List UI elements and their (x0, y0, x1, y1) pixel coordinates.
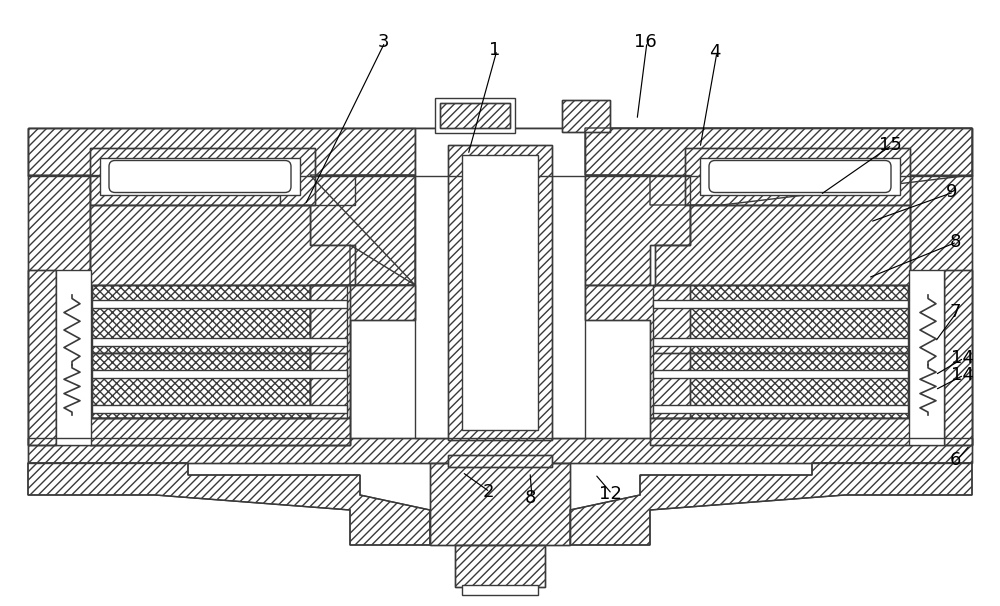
Bar (685, 148, 910, 205)
Bar (92, 338, 347, 346)
Bar (653, 370, 908, 378)
Bar (430, 463, 570, 545)
Bar (448, 145, 552, 440)
Bar (28, 128, 972, 176)
Text: 14: 14 (951, 349, 973, 367)
Text: 7: 7 (949, 303, 961, 321)
Polygon shape (310, 175, 415, 285)
Bar (462, 155, 538, 430)
Bar (909, 270, 944, 445)
Bar (92, 353, 347, 418)
Text: 4: 4 (709, 43, 721, 61)
Bar (944, 270, 972, 445)
Bar (92, 285, 347, 353)
Bar (430, 463, 570, 545)
Polygon shape (570, 463, 972, 545)
Bar (440, 103, 510, 128)
Bar (92, 353, 347, 418)
Bar (28, 438, 972, 463)
Bar (90, 148, 315, 205)
Text: 14: 14 (951, 366, 973, 384)
Bar (92, 370, 347, 378)
Text: 9: 9 (946, 183, 958, 201)
Text: 3: 3 (377, 33, 389, 51)
Bar (28, 270, 56, 445)
Bar (56, 270, 91, 445)
Text: 6: 6 (949, 451, 961, 469)
Bar (653, 300, 908, 308)
Polygon shape (585, 128, 972, 205)
Polygon shape (28, 128, 415, 205)
Bar (944, 270, 972, 445)
Bar (700, 158, 900, 195)
Bar (653, 285, 908, 353)
Bar (92, 405, 347, 413)
Bar (455, 545, 545, 587)
Polygon shape (650, 418, 910, 445)
Bar (415, 128, 585, 438)
Polygon shape (90, 418, 350, 445)
Polygon shape (310, 285, 415, 418)
Polygon shape (28, 175, 90, 445)
Polygon shape (90, 205, 355, 285)
Bar (448, 455, 552, 467)
Text: 12: 12 (599, 485, 621, 503)
Polygon shape (585, 175, 690, 285)
Bar (562, 100, 610, 132)
Bar (435, 98, 515, 133)
Polygon shape (655, 205, 910, 285)
FancyBboxPatch shape (109, 161, 291, 193)
Text: 16: 16 (634, 33, 656, 51)
Bar (653, 405, 908, 413)
Bar (653, 353, 908, 418)
Bar (28, 270, 56, 445)
Bar (562, 100, 610, 132)
FancyBboxPatch shape (709, 161, 891, 193)
Text: 15: 15 (879, 136, 901, 154)
Bar (653, 353, 908, 418)
Bar (685, 148, 910, 205)
Bar (92, 285, 347, 353)
Bar (455, 545, 545, 587)
Text: 1: 1 (489, 41, 501, 59)
Bar (90, 148, 315, 205)
Bar (448, 455, 552, 467)
Polygon shape (910, 175, 972, 445)
Text: 8: 8 (524, 489, 536, 507)
Bar (28, 128, 972, 176)
Polygon shape (90, 285, 350, 445)
Bar (462, 585, 538, 595)
Polygon shape (28, 463, 430, 545)
Bar (92, 300, 347, 308)
Bar (653, 338, 908, 346)
Text: 8: 8 (949, 233, 961, 251)
Bar (448, 145, 552, 440)
Bar (28, 438, 972, 463)
Bar (100, 158, 300, 195)
Polygon shape (585, 285, 690, 418)
Text: 2: 2 (482, 483, 494, 501)
Bar (653, 285, 908, 353)
Bar (440, 103, 510, 128)
